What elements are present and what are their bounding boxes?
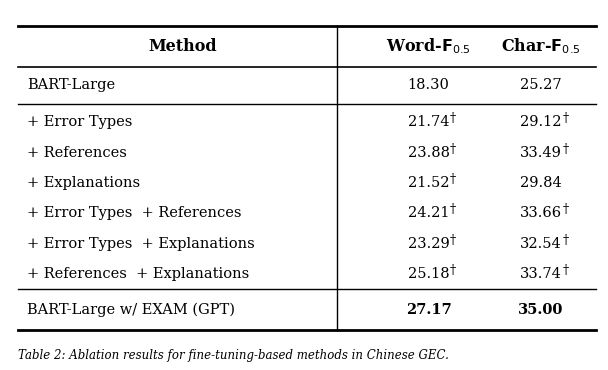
- Text: 35.00: 35.00: [519, 303, 564, 317]
- Text: 23.29: 23.29: [408, 237, 449, 251]
- Text: 18.30: 18.30: [408, 78, 449, 92]
- Text: †: †: [450, 233, 456, 247]
- Text: 33.66: 33.66: [520, 206, 562, 221]
- Text: Char-$\mathbf{F}_{0.5}$: Char-$\mathbf{F}_{0.5}$: [502, 36, 581, 56]
- Text: †: †: [562, 203, 568, 216]
- Text: + References  + Explanations: + References + Explanations: [27, 267, 250, 281]
- Text: †: †: [562, 233, 568, 247]
- Text: 33.49: 33.49: [520, 146, 562, 160]
- Text: + Explanations: + Explanations: [27, 176, 140, 190]
- Text: †: †: [450, 264, 456, 277]
- Text: + References: + References: [27, 146, 127, 160]
- Text: Method: Method: [148, 38, 216, 55]
- Text: 21.74: 21.74: [408, 115, 449, 130]
- Text: + Error Types  + Explanations: + Error Types + Explanations: [27, 237, 255, 251]
- Text: 29.12: 29.12: [520, 115, 562, 130]
- Text: BART-Large: BART-Large: [27, 78, 116, 92]
- Text: 27.17: 27.17: [406, 303, 452, 317]
- Text: 25.27: 25.27: [520, 78, 562, 92]
- Text: †: †: [562, 142, 568, 156]
- Text: †: †: [450, 112, 456, 125]
- Text: †: †: [562, 264, 568, 277]
- Text: Word-$\mathbf{F}_{0.5}$: Word-$\mathbf{F}_{0.5}$: [386, 36, 471, 56]
- Text: 32.54: 32.54: [520, 237, 562, 251]
- Text: †: †: [450, 173, 456, 186]
- Text: †: †: [562, 112, 568, 125]
- Text: + Error Types  + References: + Error Types + References: [27, 206, 242, 221]
- Text: 21.52: 21.52: [408, 176, 449, 190]
- Text: BART-Large w/ EXAM (GPT): BART-Large w/ EXAM (GPT): [27, 303, 235, 317]
- Text: †: †: [450, 142, 456, 156]
- Text: 25.18: 25.18: [408, 267, 449, 281]
- Text: Table 2: Ablation results for fine-tuning-based methods in Chinese GEC.: Table 2: Ablation results for fine-tunin…: [18, 349, 449, 362]
- Text: †: †: [450, 203, 456, 216]
- Text: 23.88: 23.88: [407, 146, 450, 160]
- Text: 33.74: 33.74: [520, 267, 562, 281]
- Text: + Error Types: + Error Types: [27, 115, 133, 130]
- Text: 24.21: 24.21: [408, 206, 449, 221]
- Text: 29.84: 29.84: [520, 176, 562, 190]
